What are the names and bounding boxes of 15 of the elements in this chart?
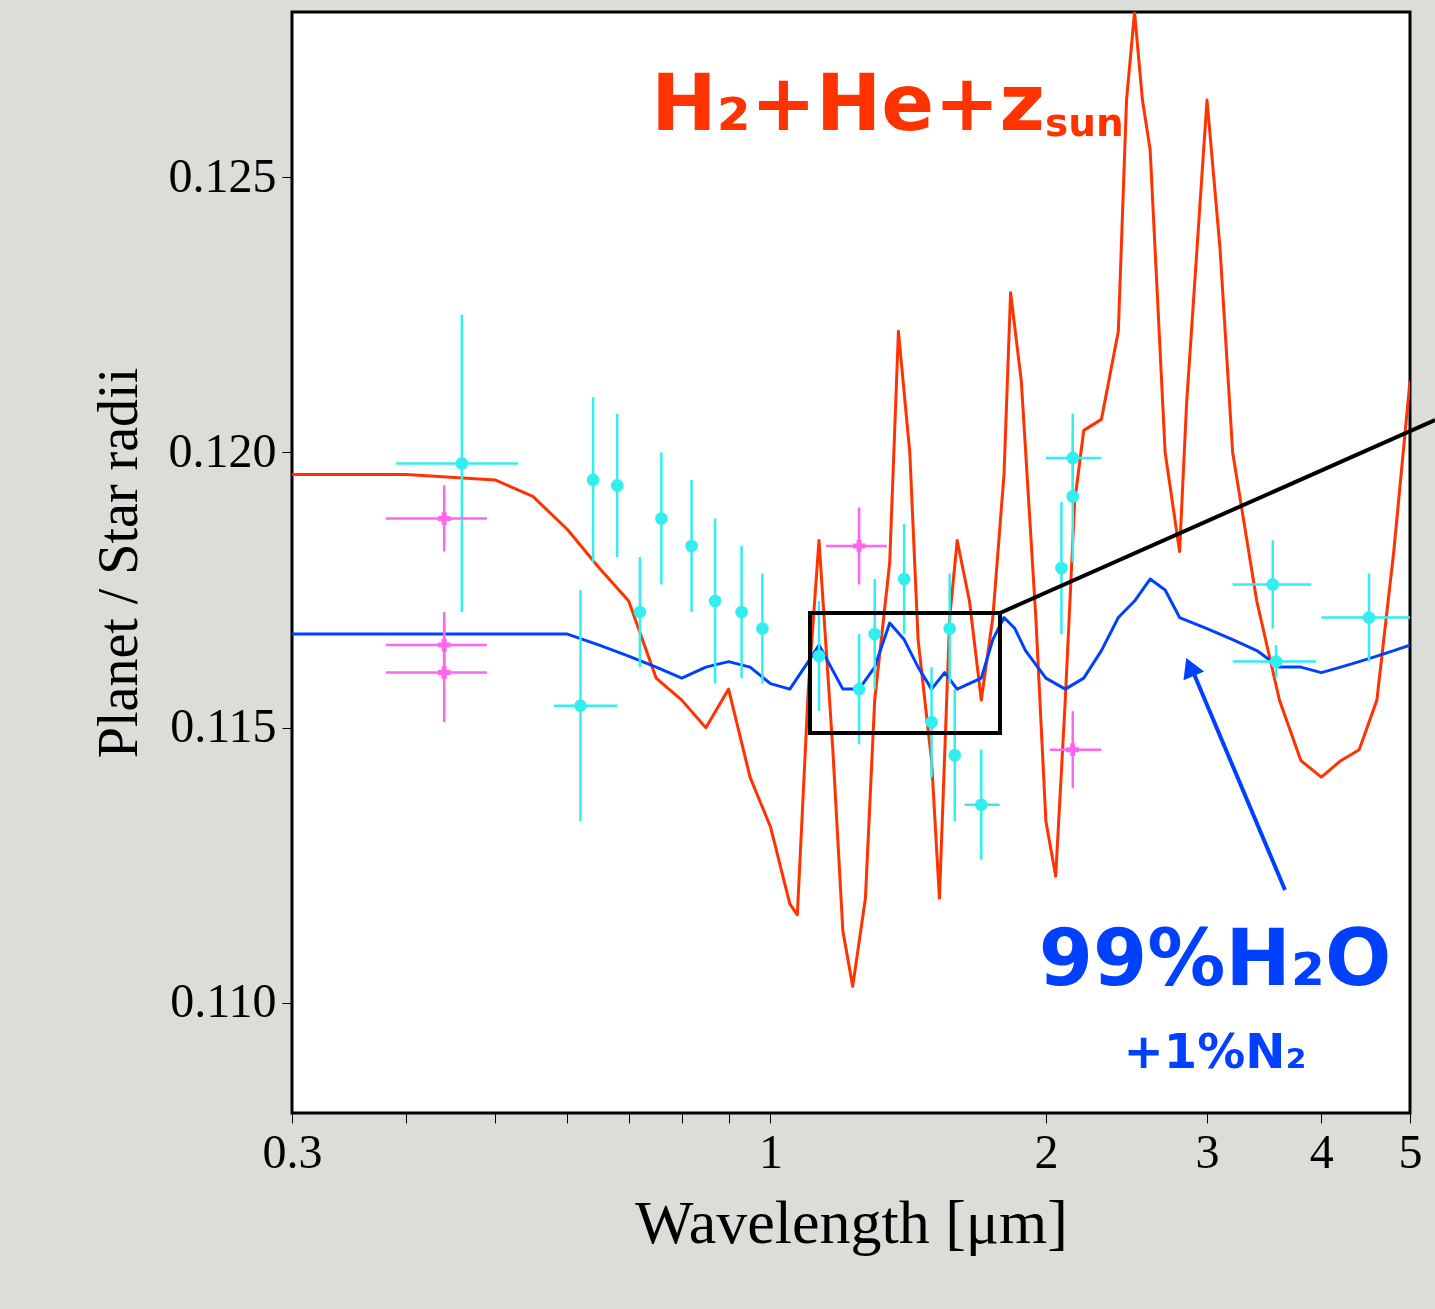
- y-tick-label: 0.110: [170, 974, 277, 1028]
- x-tick-label: 3: [1195, 1124, 1220, 1178]
- x-axis-title: Wavelength [μm]: [635, 1187, 1068, 1256]
- x-tick-label: 0.3: [262, 1124, 323, 1178]
- x-tick-label: 2: [1034, 1124, 1059, 1178]
- x-tick-label: 1: [758, 1124, 783, 1178]
- annotation: +1%N₂: [1123, 1023, 1307, 1079]
- y-tick-label: 0.115: [170, 699, 277, 753]
- y-tick-label: 0.120: [168, 423, 277, 477]
- y-tick-label: 0.125: [168, 148, 277, 202]
- series-label: H₂+He+zsun: [651, 58, 1124, 148]
- y-axis-title: Planet / Star radii: [86, 367, 149, 759]
- text: 99%H₂O: [1038, 913, 1392, 1003]
- x-tick-label: 4: [1309, 1124, 1334, 1178]
- x-tick-label: 5: [1398, 1124, 1423, 1178]
